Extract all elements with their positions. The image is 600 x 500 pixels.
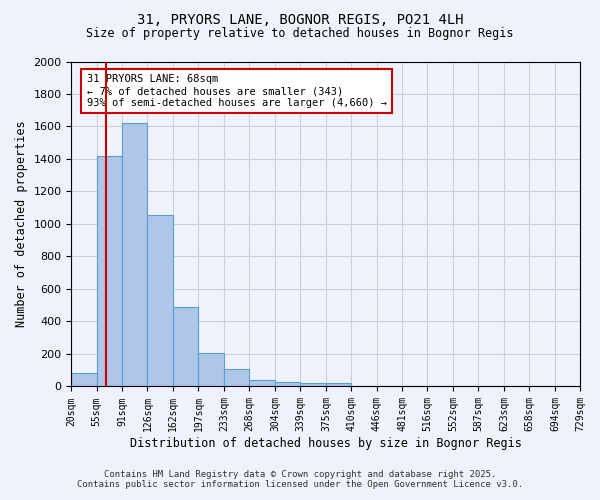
Y-axis label: Number of detached properties: Number of detached properties (15, 120, 28, 328)
Bar (224, 370, 250, 386)
Bar (326, 383, 351, 386)
Text: 31 PRYORS LANE: 68sqm
← 7% of detached houses are smaller (343)
93% of semi-deta: 31 PRYORS LANE: 68sqm ← 7% of detached h… (86, 74, 386, 108)
Bar (173, 307, 199, 386)
Text: 31, PRYORS LANE, BOGNOR REGIS, PO21 4LH: 31, PRYORS LANE, BOGNOR REGIS, PO21 4LH (137, 12, 463, 26)
Bar (199, 353, 224, 386)
Bar (148, 215, 173, 386)
Text: Size of property relative to detached houses in Bognor Regis: Size of property relative to detached ho… (86, 28, 514, 40)
Bar (300, 383, 326, 386)
Bar (250, 380, 275, 386)
Bar (122, 123, 148, 386)
Bar (97, 156, 122, 386)
Bar (275, 382, 300, 386)
X-axis label: Distribution of detached houses by size in Bognor Regis: Distribution of detached houses by size … (130, 437, 521, 450)
Bar (71, 374, 97, 386)
Text: Contains HM Land Registry data © Crown copyright and database right 2025.
Contai: Contains HM Land Registry data © Crown c… (77, 470, 523, 489)
